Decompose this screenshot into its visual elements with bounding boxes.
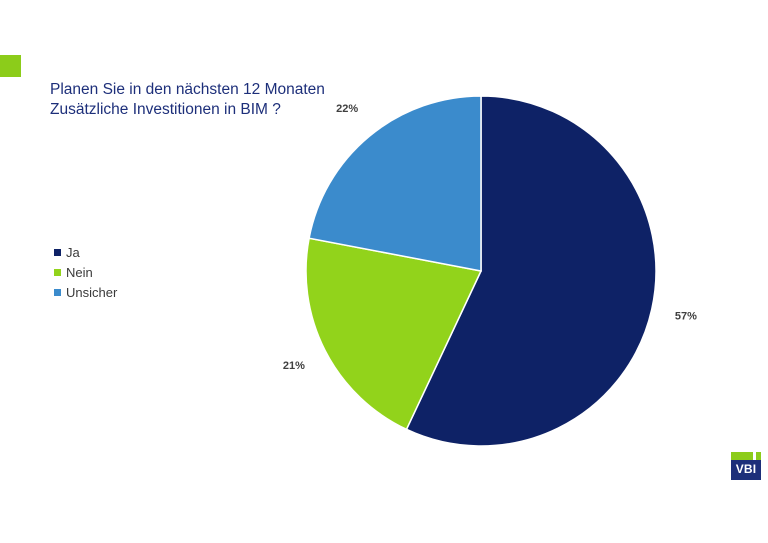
chart-title-line-2: Zusätzliche Investitionen in BIM ?: [50, 101, 281, 118]
chart-title-line-1: Planen Sie in den nächsten 12 Monaten: [50, 81, 325, 98]
logo-text: VBI: [735, 462, 757, 476]
pie-slices: [305, 95, 657, 447]
logo-bar: [731, 452, 761, 460]
legend-label-nein: Nein: [66, 264, 93, 280]
legend-label-unsicher: Unsicher: [66, 284, 118, 300]
data-label-ja: 57%: [675, 311, 697, 323]
legend-swatch-unsicher: [54, 288, 61, 296]
pie-slice-ja: [405, 95, 657, 447]
logo-bar-cut: [753, 452, 756, 460]
data-label-nein: 21%: [283, 360, 305, 372]
vbi-logo: VBI: [731, 452, 761, 480]
pie-labels: 57% 21% 22%: [283, 103, 697, 372]
chart-title: Planen Sie in den nächsten 12 Monaten Zu…: [50, 80, 325, 120]
legend-swatch-ja: [54, 248, 61, 256]
legend-item-ja: Ja: [54, 242, 117, 262]
accent-square: [0, 55, 21, 77]
legend-swatch-nein: [54, 268, 61, 276]
pie-slice-unsicher: [308, 95, 482, 272]
legend-label-ja: Ja: [66, 244, 80, 260]
data-label-unsicher: 22%: [336, 103, 358, 115]
legend-item-unsicher: Unsicher: [54, 282, 117, 302]
legend-item-nein: Nein: [54, 262, 117, 282]
pie-slice-nein: [305, 237, 483, 431]
chart-legend: Ja Nein Unsicher: [54, 242, 117, 302]
